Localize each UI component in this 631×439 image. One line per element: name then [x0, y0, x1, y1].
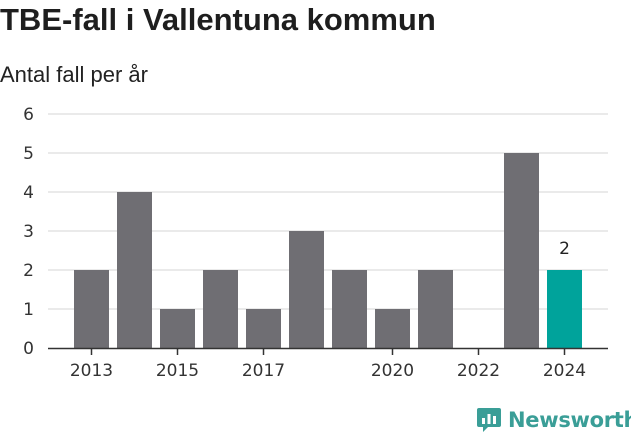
bars — [74, 153, 582, 348]
y-tick-label: 2 — [23, 261, 34, 281]
brand-name: Newsworthy — [508, 407, 631, 432]
bar-2013 — [74, 270, 109, 348]
y-tick-label: 3 — [23, 222, 34, 242]
bar-2016 — [203, 270, 238, 348]
bar-2020 — [375, 309, 410, 348]
bar-2024 — [547, 270, 582, 348]
x-tick-label: 2022 — [457, 361, 500, 381]
bar-2023 — [504, 153, 539, 348]
bar-2018 — [289, 231, 324, 348]
newsworthy-logo: Newsworthy — [476, 406, 631, 433]
chart-title: TBE-fall i Vallentuna kommun — [0, 2, 436, 37]
bar-2014 — [117, 192, 152, 348]
x-axis-ticks: 2013 2015 2017 2020 2022 2024 — [70, 348, 586, 381]
x-tick-label: 2013 — [70, 361, 113, 381]
bar-2021 — [418, 270, 453, 348]
bar-2015 — [160, 309, 195, 348]
data-labels: 2 — [559, 239, 570, 259]
y-tick-label: 5 — [23, 144, 34, 164]
y-tick-label: 1 — [23, 300, 34, 320]
x-tick-label: 2024 — [543, 361, 586, 381]
y-tick-label: 4 — [23, 183, 34, 203]
x-tick-label: 2015 — [156, 361, 199, 381]
data-label-2024: 2 — [559, 239, 570, 259]
y-tick-label: 6 — [23, 105, 34, 125]
y-tick-label: 0 — [23, 339, 34, 359]
y-axis-ticks: 0 1 2 3 4 5 6 — [23, 105, 34, 359]
bar-chart: 0 1 2 3 4 5 6 2 2013 2015 2017 2020 2022 2024 — [23, 105, 608, 381]
chart-subtitle: Antal fall per år — [0, 62, 148, 87]
x-tick-label: 2017 — [242, 361, 285, 381]
bar-2019 — [332, 270, 367, 348]
x-tick-label: 2020 — [371, 361, 414, 381]
bar-2017 — [246, 309, 281, 348]
newsworthy-logo-icon — [477, 408, 501, 432]
